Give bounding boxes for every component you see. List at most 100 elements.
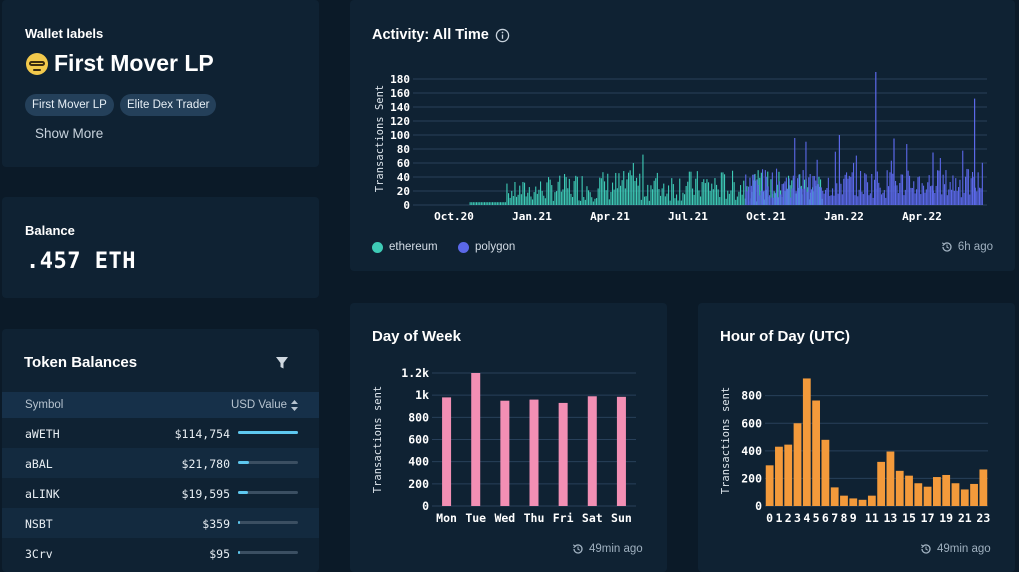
token-share-fill xyxy=(238,431,298,434)
token-share-fill xyxy=(238,551,240,554)
table-row[interactable]: aWETH $114,754 xyxy=(2,418,319,448)
sort-icon[interactable] xyxy=(290,399,299,412)
x-tick-label: 11 xyxy=(865,511,879,525)
ethereum-bar xyxy=(797,187,799,205)
token-share-bar xyxy=(238,461,298,464)
ethereum-bar xyxy=(703,179,705,205)
bar xyxy=(765,465,774,506)
ethereum-bar xyxy=(637,185,639,205)
hour-updated: 49min ago xyxy=(920,543,991,555)
polygon-bar xyxy=(844,174,846,205)
ethereum-bar xyxy=(648,200,650,205)
polygon-bar xyxy=(785,177,787,205)
info-icon[interactable] xyxy=(495,28,510,43)
polygon-bar xyxy=(864,173,866,205)
balance-card: Balance .457 ETH xyxy=(2,197,319,298)
ethereum-bar xyxy=(559,175,561,205)
table-row[interactable]: aLINK $19,595 xyxy=(2,478,319,508)
polygon-bar xyxy=(841,194,843,205)
ethereum-bar xyxy=(696,171,698,205)
token-symbol: NSBT xyxy=(25,517,53,531)
ethereum-bar xyxy=(476,202,478,205)
y-tick-label: 400 xyxy=(408,455,429,469)
ethereum-bar xyxy=(711,183,713,205)
ethereum-bar xyxy=(645,196,647,205)
polygon-bar xyxy=(847,178,849,205)
filter-icon[interactable] xyxy=(275,356,289,370)
ethereum-bar xyxy=(717,189,719,205)
polygon-bar xyxy=(749,177,751,205)
x-tick-label: 7 xyxy=(831,511,838,525)
table-row[interactable]: NSBT $359 xyxy=(2,508,319,538)
ethereum-bar xyxy=(490,202,492,205)
ethereum-bar xyxy=(695,178,697,205)
ethereum-bar xyxy=(543,195,545,205)
column-header-usd-value[interactable]: USD Value xyxy=(230,399,287,411)
legend-item-polygon[interactable]: polygon xyxy=(458,241,515,253)
token-share-fill xyxy=(238,491,249,494)
ethereum-bar xyxy=(532,199,534,205)
ethereum-bar xyxy=(605,190,607,205)
y-tick-label: 120 xyxy=(390,115,410,128)
ethereum-bar xyxy=(540,181,542,205)
token-symbol: aWETH xyxy=(25,427,60,441)
activity-updated: 6h ago xyxy=(941,241,993,253)
wallet-title: First Mover LP xyxy=(26,50,214,77)
wallet-label-pill[interactable]: Elite Dex Trader xyxy=(120,94,217,116)
polygon-bar xyxy=(899,183,901,205)
y-axis-label: Transactions sent xyxy=(720,387,732,494)
polygon-bar xyxy=(949,181,951,205)
polygon-bar xyxy=(907,170,909,205)
polygon-bar xyxy=(931,185,933,205)
ethereum-bar xyxy=(685,185,687,205)
ethereum-bar xyxy=(479,202,481,205)
hour-of-day-card: Hour of Day (UTC) 0 200 400 600 800 Transacti… xyxy=(698,303,1015,572)
bar xyxy=(784,444,793,506)
polygon-bar xyxy=(881,194,883,205)
polygon-bar xyxy=(764,170,766,205)
ethereum-bar xyxy=(692,188,694,205)
ethereum-bar xyxy=(588,190,590,205)
polygon-bar xyxy=(959,179,961,205)
ethereum-bar xyxy=(477,202,479,205)
ethereum-bar xyxy=(496,202,498,205)
bar xyxy=(951,483,960,506)
x-tick-label: Oct.20 xyxy=(434,210,474,223)
ethereum-bar xyxy=(584,199,586,205)
x-tick-label: 19 xyxy=(939,511,953,525)
polygon-bar xyxy=(963,192,965,205)
ethereum-bar xyxy=(581,176,583,205)
ethereum-bar xyxy=(573,181,575,205)
polygon-bar xyxy=(965,176,967,205)
ethereum-bar xyxy=(647,184,649,205)
table-row[interactable]: aBAL $21,780 xyxy=(2,448,319,478)
ethereum-bar xyxy=(575,175,577,205)
polygon-bar xyxy=(897,193,899,205)
x-tick-label: 23 xyxy=(976,511,990,525)
polygon-bar xyxy=(966,168,968,205)
polygon-bar xyxy=(906,144,908,205)
ethereum-bar xyxy=(568,178,570,205)
wallet-title-text: First Mover LP xyxy=(54,50,214,76)
ethereum-bar xyxy=(519,185,521,205)
polygon-bar xyxy=(914,193,916,205)
show-more-button[interactable]: Show More xyxy=(35,126,104,141)
ethereum-legend-dot xyxy=(372,241,383,253)
polygon-bar xyxy=(911,188,913,205)
table-row[interactable]: 3Crv $95 xyxy=(2,538,319,568)
token-usd-value: $19,595 xyxy=(181,487,230,501)
polygon-bar xyxy=(812,175,814,205)
polygon-bar xyxy=(893,138,895,205)
polygon-bar xyxy=(853,162,855,205)
column-header-symbol[interactable]: Symbol xyxy=(25,399,64,411)
polygon-bar xyxy=(934,192,936,205)
legend-item-ethereum[interactable]: ethereum xyxy=(372,241,438,253)
day-of-week-title: Day of Week xyxy=(372,328,461,345)
wallet-label-pill[interactable]: First Mover LP xyxy=(25,94,114,116)
bar xyxy=(529,399,539,506)
x-tick-label: Fri xyxy=(553,511,574,525)
token-share-fill xyxy=(238,461,250,464)
ethereum-bar xyxy=(810,192,812,205)
x-tick-label: Apr.21 xyxy=(590,210,630,223)
